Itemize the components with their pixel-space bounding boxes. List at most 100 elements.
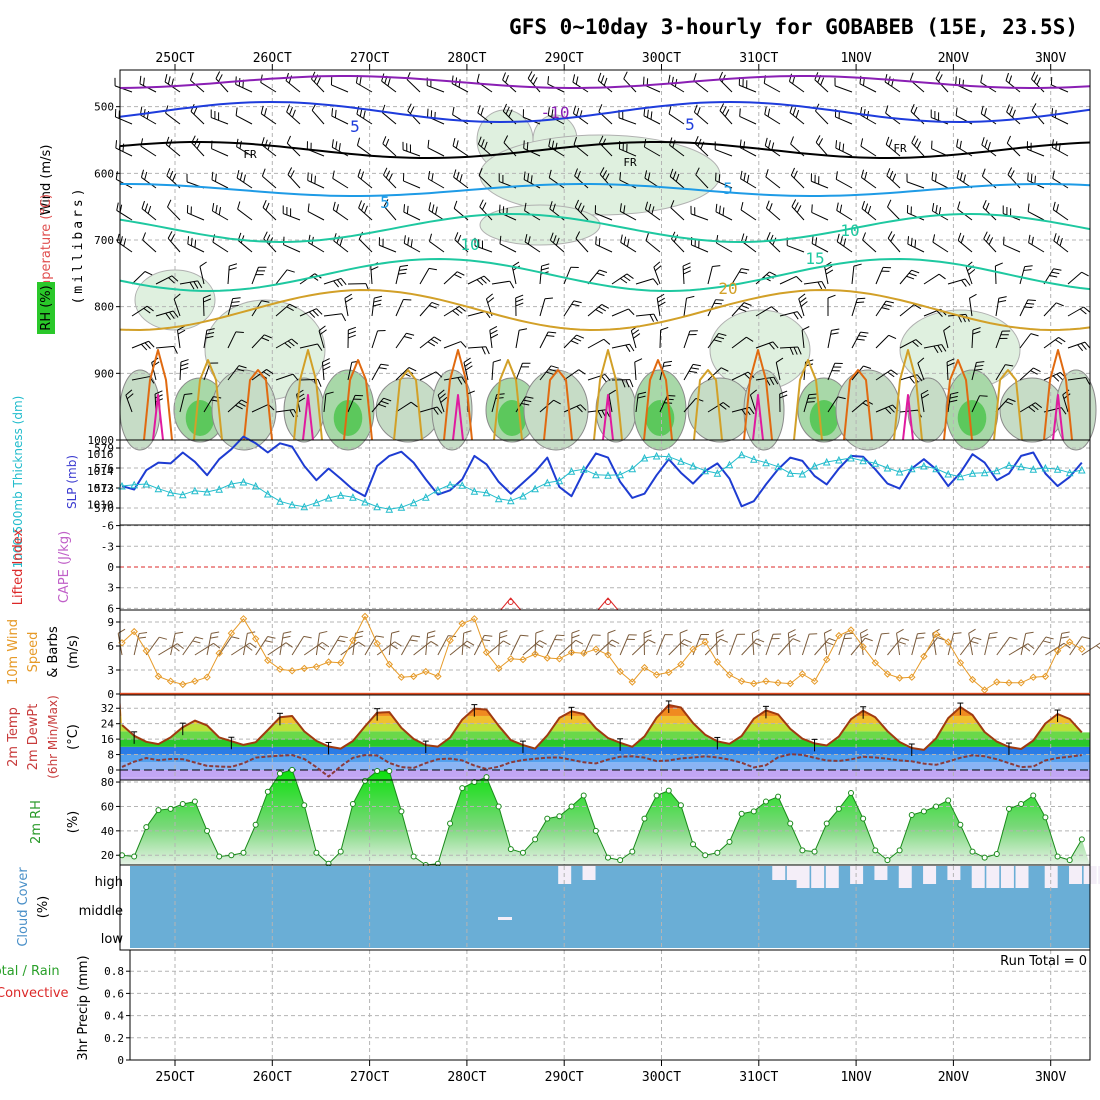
wind-barb (920, 394, 925, 413)
wind-barb (371, 364, 382, 381)
wind10-point (786, 679, 795, 688)
wind-barb-feather (546, 371, 554, 375)
wind10-barb (279, 633, 284, 656)
wind-barb-feather (576, 405, 583, 413)
wind-barb-feather (142, 232, 146, 241)
wind-barb-feather (825, 265, 833, 271)
wind-barb-feather (1033, 367, 1041, 373)
wind-barb (861, 177, 877, 189)
wind-barb-feather (231, 301, 240, 303)
wind10-barb (388, 633, 393, 656)
wind10-barb (170, 633, 176, 656)
thickness-point (312, 498, 321, 507)
rh-point (434, 860, 441, 867)
wind-barb (527, 78, 541, 93)
wind10-tick-label: 9 (107, 616, 114, 629)
rh-point (325, 860, 332, 867)
upper-ylabel-temp: Temperature (°C) (39, 194, 54, 307)
wind-barb (653, 266, 661, 285)
wind10-barb-feather (535, 629, 544, 634)
wind-barb-feather (980, 74, 983, 83)
wind10-barb (765, 634, 774, 656)
wind10-point (276, 665, 284, 673)
rh-point (896, 847, 903, 854)
wind-barb-feather (458, 306, 466, 312)
wind-barb-feather (643, 107, 646, 116)
rh-point (362, 777, 368, 784)
wind-barb (682, 265, 685, 285)
wind10-point (835, 631, 843, 640)
wind-barb-feather (1061, 407, 1067, 415)
wind-barb (203, 362, 211, 381)
wind-barb-feather (1030, 174, 1033, 183)
wind-barb-feather (261, 300, 270, 303)
wind10-barb-feather (285, 642, 293, 648)
wind10-point (701, 638, 709, 646)
rh-region-core (333, 400, 363, 436)
wind-barb-feather (576, 334, 585, 339)
wind-barb-feather (799, 297, 807, 303)
rh-tick-label: 60 (101, 800, 114, 813)
wind-barb (115, 116, 133, 125)
wind-barb-feather (427, 341, 436, 347)
thickness-point (737, 450, 746, 459)
wind10-barb-feather (860, 628, 868, 634)
thickness-point (288, 500, 296, 509)
rh-point (167, 805, 174, 812)
wind-barb-feather (373, 303, 382, 307)
wind-barb-feather (956, 170, 960, 179)
thickness-point (227, 479, 236, 488)
wind-barb (659, 329, 662, 349)
wind-barb-feather (658, 301, 666, 307)
wind10-barb-feather (303, 635, 312, 639)
wind10-barb-feather (448, 635, 457, 638)
wind-barb-feather (570, 340, 579, 345)
li-tick-label: 6 (107, 602, 114, 615)
thickness-point (397, 503, 406, 511)
wind-barb (739, 84, 757, 93)
wind-barb (211, 179, 229, 189)
wind10-point (725, 671, 734, 679)
cloud-ylabel-1: Cloud Cover (16, 867, 31, 947)
wind-barb-feather (407, 103, 412, 112)
wind-barb (237, 208, 253, 221)
wind-barb-feather (336, 279, 343, 287)
rh-point (289, 766, 296, 773)
wind-barb (563, 369, 580, 381)
thickness-point (263, 489, 272, 498)
wind10-point (737, 677, 746, 685)
wind-barb (236, 146, 253, 157)
wind-barb-feather (644, 201, 649, 210)
wind-barb (357, 176, 373, 189)
wind-barb (1005, 80, 1021, 93)
temp-tick-label: 24 (101, 718, 115, 731)
wind10-barb (1045, 642, 1065, 656)
wind-barb-feather (287, 340, 295, 347)
wind-barb (454, 239, 469, 253)
wind-barb-feather (931, 203, 935, 212)
top-time-label: 29OCT (545, 51, 584, 66)
wind-barb-feather (881, 307, 890, 310)
wind10-point (1078, 645, 1086, 653)
wind-barb-feather (961, 279, 967, 287)
wind-barb (463, 362, 469, 381)
thickness-point (1053, 465, 1062, 473)
wind-barb (176, 330, 181, 349)
wind-barb-feather (765, 169, 769, 178)
wind-barb (851, 331, 861, 349)
wind-barb-feather (297, 397, 306, 403)
wind-barb (1019, 333, 1032, 349)
wind-barb (659, 395, 668, 413)
wind-barb-feather (767, 108, 771, 117)
wind-barb (383, 206, 397, 221)
wind-barb-feather (166, 168, 171, 176)
wind-barb (227, 298, 234, 317)
wind-barb (811, 211, 829, 221)
wind-barb (827, 330, 832, 349)
clear-sky-block (1000, 866, 1014, 888)
wind-barb (731, 268, 742, 285)
wind10-point (519, 655, 527, 664)
temperature-contour (119, 258, 1091, 292)
wind-barb (395, 299, 404, 317)
wind10-tick-label: 3 (107, 664, 114, 677)
